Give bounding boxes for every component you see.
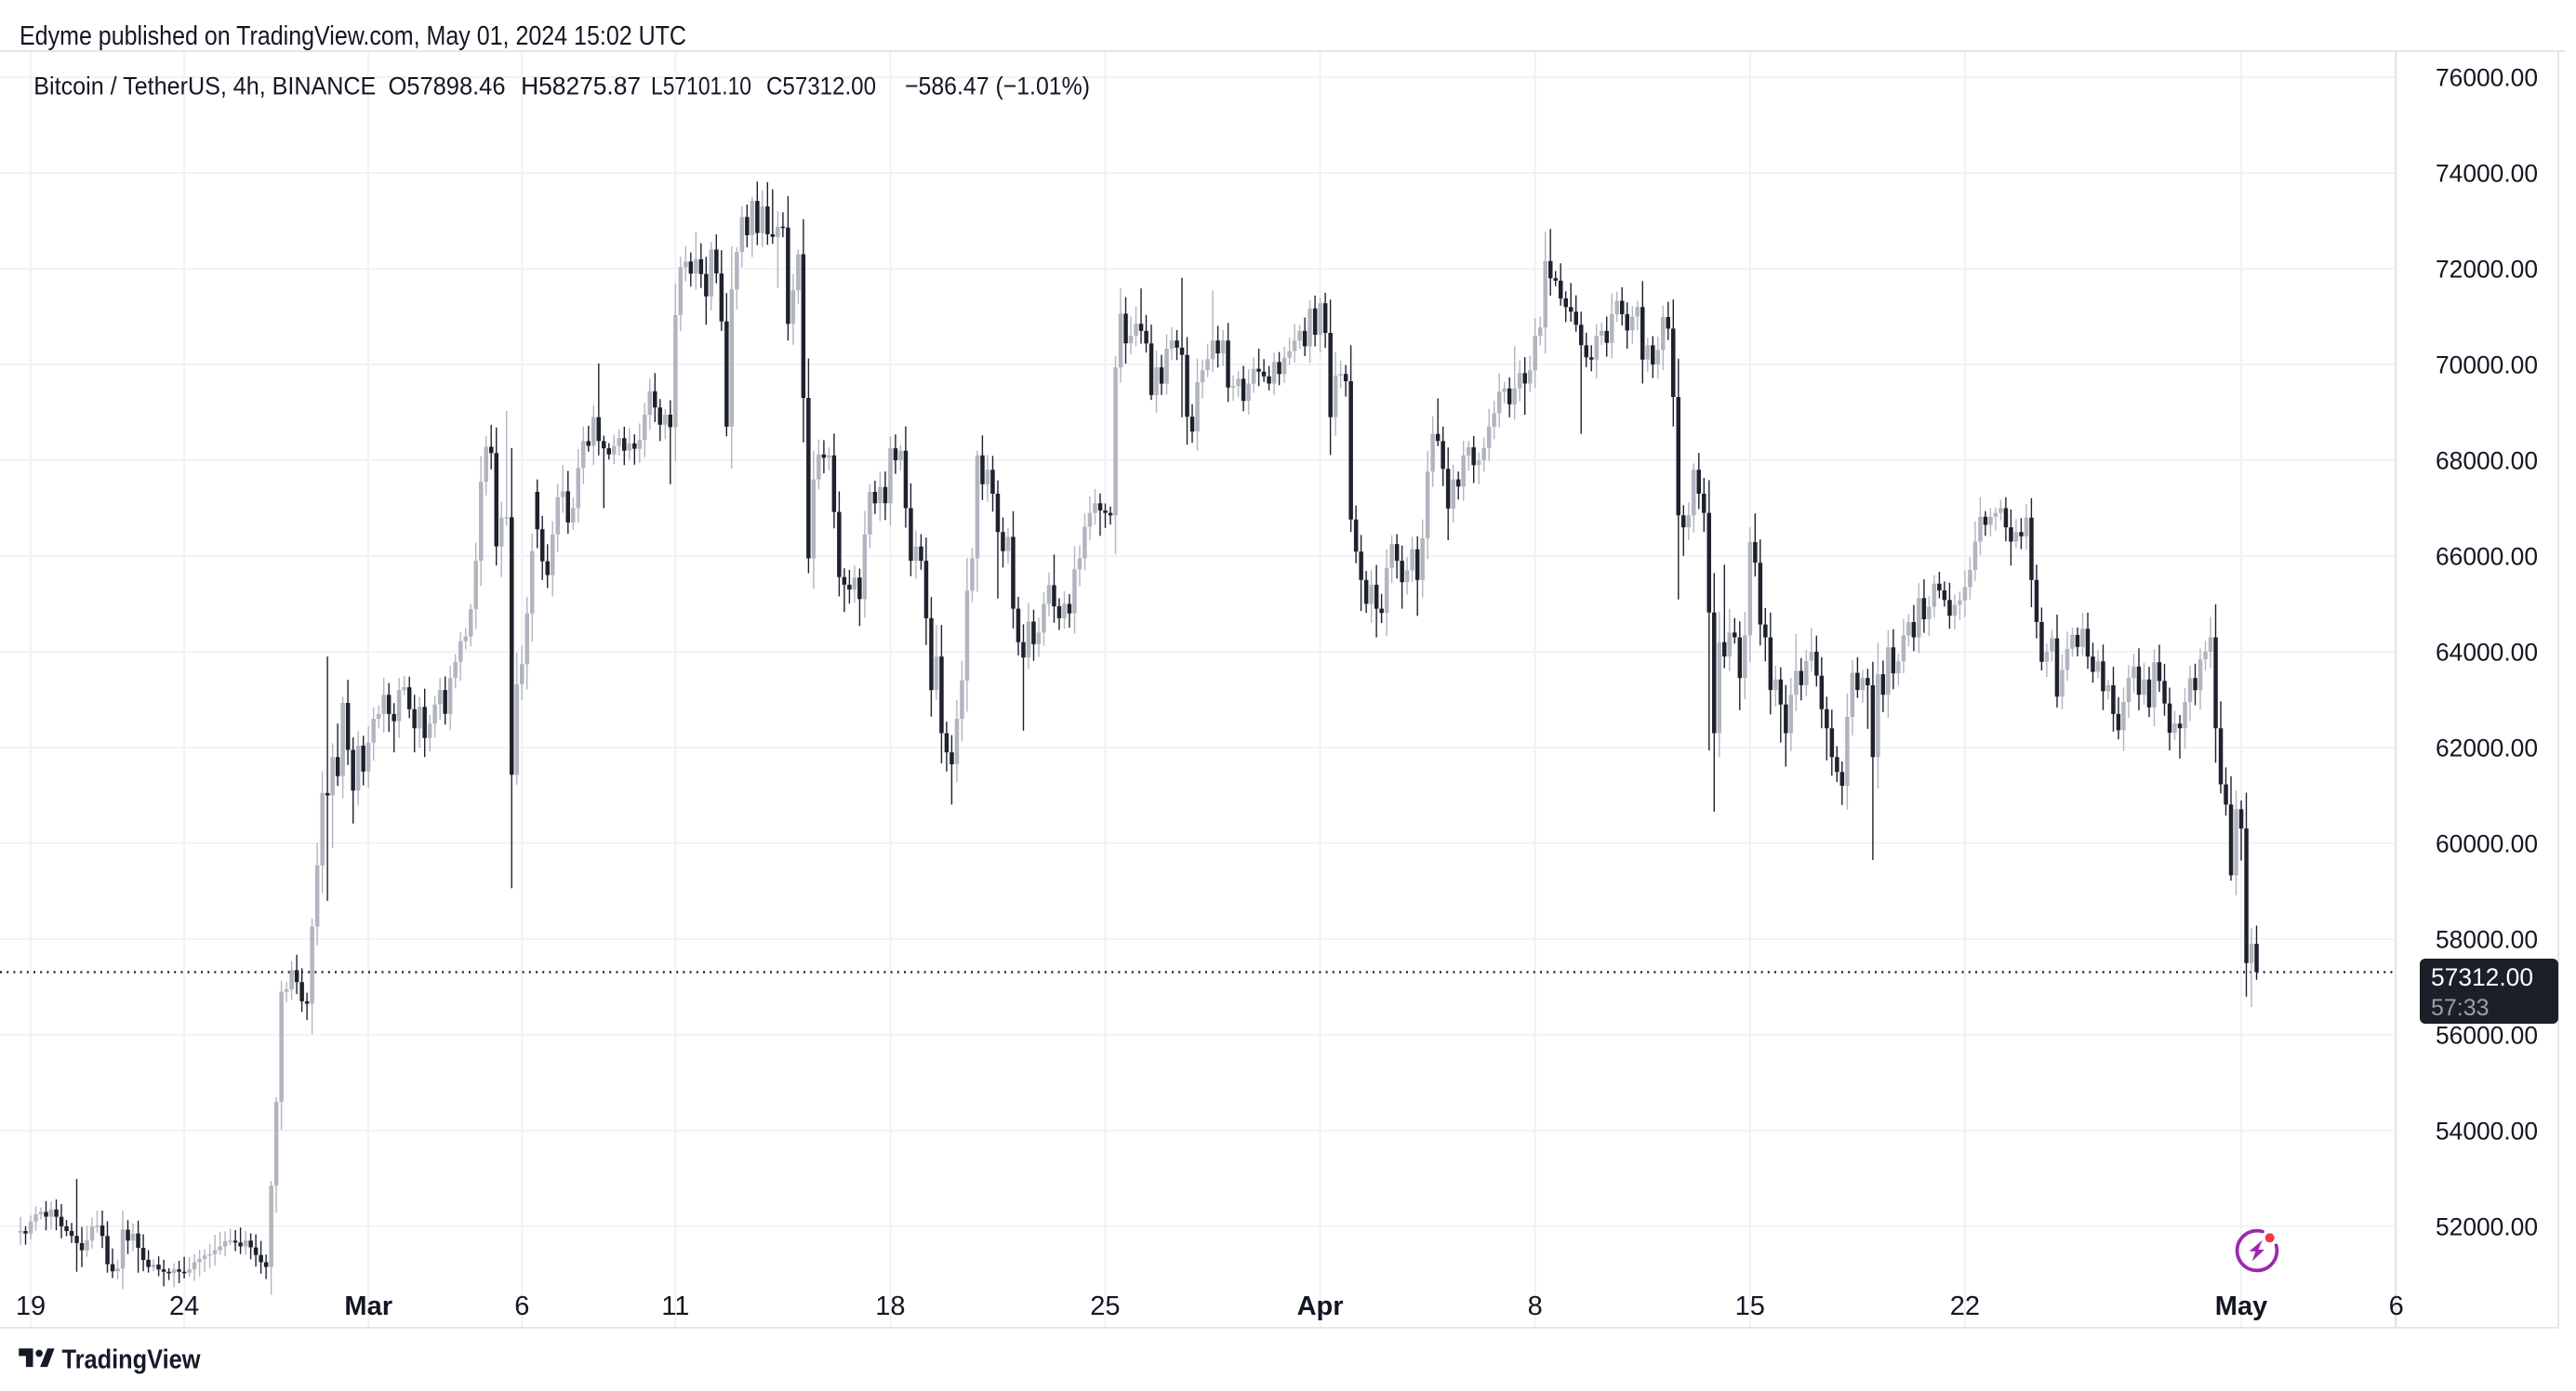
svg-text:Bitcoin / TetherUS, 4h, BINANC: Bitcoin / TetherUS, 4h, BINANCE — [33, 73, 376, 100]
svg-text:L57101.10: L57101.10 — [651, 73, 751, 100]
svg-text:6: 6 — [514, 1292, 529, 1321]
svg-text:22: 22 — [1950, 1292, 1980, 1321]
svg-text:Apr: Apr — [1297, 1292, 1344, 1321]
svg-text:Edyme published on TradingView: Edyme published on TradingView.com, May … — [20, 21, 686, 51]
svg-text:24: 24 — [169, 1292, 199, 1321]
svg-text:−586.47 (−1.01%): −586.47 (−1.01%) — [905, 73, 1090, 100]
svg-text:68000.00: 68000.00 — [2436, 447, 2538, 475]
svg-text:Mar: Mar — [344, 1292, 392, 1321]
svg-text:52000.00: 52000.00 — [2436, 1212, 2538, 1240]
svg-text:57:33: 57:33 — [2431, 995, 2490, 1021]
svg-text:66000.00: 66000.00 — [2436, 543, 2538, 571]
svg-text:70000.00: 70000.00 — [2436, 351, 2538, 379]
svg-text:60000.00: 60000.00 — [2436, 829, 2538, 857]
svg-text:58000.00: 58000.00 — [2436, 925, 2538, 953]
svg-text:O57898.46: O57898.46 — [389, 73, 506, 100]
svg-text:11: 11 — [661, 1292, 689, 1321]
svg-text:76000.00: 76000.00 — [2436, 64, 2538, 92]
svg-text:May: May — [2215, 1292, 2267, 1321]
svg-text:64000.00: 64000.00 — [2436, 638, 2538, 666]
svg-text:19: 19 — [16, 1292, 46, 1321]
svg-text:72000.00: 72000.00 — [2436, 256, 2538, 284]
svg-text:74000.00: 74000.00 — [2436, 160, 2538, 188]
svg-text:8: 8 — [1528, 1292, 1543, 1321]
svg-text:15: 15 — [1735, 1292, 1765, 1321]
svg-text:56000.00: 56000.00 — [2436, 1021, 2538, 1049]
svg-text:TradingView: TradingView — [62, 1345, 201, 1375]
svg-text:C57312.00: C57312.00 — [766, 73, 876, 100]
svg-text:6: 6 — [2389, 1292, 2404, 1321]
svg-text:57312.00: 57312.00 — [2431, 963, 2533, 991]
svg-text:54000.00: 54000.00 — [2436, 1117, 2538, 1145]
svg-text:H58275.87: H58275.87 — [521, 73, 641, 100]
svg-text:18: 18 — [875, 1292, 905, 1321]
svg-text:62000.00: 62000.00 — [2436, 734, 2538, 762]
svg-text:25: 25 — [1090, 1292, 1120, 1321]
